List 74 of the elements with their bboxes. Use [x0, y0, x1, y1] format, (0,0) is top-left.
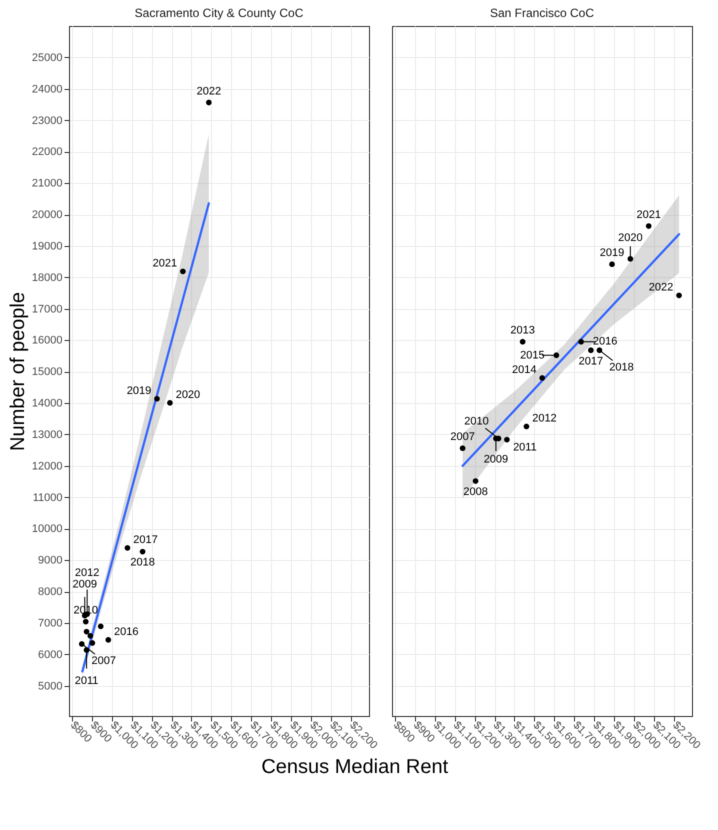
annotation: 2007 — [92, 654, 116, 667]
annotation: 2008 — [463, 486, 488, 498]
x-axis-title: Census Median Rent — [261, 756, 449, 778]
annotation: 2009 — [484, 453, 508, 466]
point — [460, 445, 466, 452]
point — [140, 548, 146, 554]
y-tick-label: 7000 — [38, 617, 62, 630]
point — [90, 640, 96, 646]
annotation: 2017 — [133, 534, 158, 546]
annotation: 2015 — [520, 349, 545, 362]
y-tick-label: 5000 — [38, 680, 62, 692]
y-tick-label: 16000 — [32, 334, 62, 347]
annotation: 2022 — [196, 86, 222, 98]
point — [84, 628, 90, 634]
annotation: 2012 — [532, 412, 557, 424]
point — [105, 637, 112, 643]
point — [180, 268, 186, 274]
y-tick-label: 24000 — [32, 83, 62, 96]
annotation: 2010 — [464, 415, 489, 428]
annotation: 2013 — [510, 324, 535, 337]
annotation: 2020 — [618, 232, 643, 244]
annotation: 2021 — [152, 257, 178, 270]
point — [124, 545, 130, 551]
annotation: 2016 — [114, 626, 139, 638]
point — [504, 436, 510, 443]
y-tick-label: 21000 — [32, 178, 62, 190]
y-tick-label: 12000 — [32, 460, 62, 472]
y-tick-label: 23000 — [32, 114, 62, 127]
annotation: 2020 — [176, 388, 200, 401]
annotation: 2007 — [450, 431, 475, 444]
y-tick-label: 17000 — [32, 303, 62, 316]
point — [167, 400, 173, 406]
chart-title: San Francisco CoC — [490, 6, 594, 20]
annotation: 2019 — [126, 384, 152, 397]
point — [206, 100, 212, 106]
annotation: 2018 — [609, 361, 634, 374]
y-tick-label: 18000 — [32, 272, 62, 284]
point — [588, 347, 594, 354]
y-tick-label: 11000 — [32, 492, 62, 504]
y-tick-label: 15000 — [32, 366, 62, 378]
annotation: 2021 — [636, 209, 661, 222]
annotation: 2011 — [513, 442, 537, 454]
annotation: 2018 — [130, 556, 155, 569]
y-tick-label: 6000 — [38, 648, 62, 661]
y-tick-label: 25000 — [32, 52, 62, 64]
point — [154, 396, 160, 402]
y-tick-label: 10000 — [32, 523, 62, 536]
point — [82, 618, 89, 624]
point — [524, 424, 530, 430]
point — [88, 632, 94, 639]
point — [676, 292, 682, 298]
annotation: 2012 — [74, 567, 100, 580]
annotation: 2009 — [72, 578, 97, 591]
annotation: 2019 — [600, 247, 624, 260]
y-tick-label: 9000 — [38, 554, 62, 567]
annotation: 2016 — [592, 336, 618, 348]
annotation: 2022 — [648, 281, 674, 294]
point — [539, 375, 546, 381]
y-tick-label: 19000 — [32, 240, 62, 252]
y-tick-label: 8000 — [38, 586, 62, 598]
annotation: 2017 — [578, 355, 604, 368]
y-tick-label: 13000 — [32, 428, 62, 441]
y-tick-label: 22000 — [32, 146, 62, 158]
annotation: 2014 — [512, 364, 536, 376]
y-tick-label: 14000 — [32, 398, 62, 410]
annotation: 2011 — [74, 675, 98, 688]
y-tick-label: 20000 — [32, 209, 62, 222]
point — [609, 261, 615, 268]
point — [98, 624, 104, 630]
point — [520, 338, 526, 345]
point — [472, 478, 478, 484]
y-axis-title: Number of people — [6, 292, 29, 451]
chart-title: Sacramento City & County CoC — [134, 6, 304, 20]
point — [646, 223, 652, 229]
